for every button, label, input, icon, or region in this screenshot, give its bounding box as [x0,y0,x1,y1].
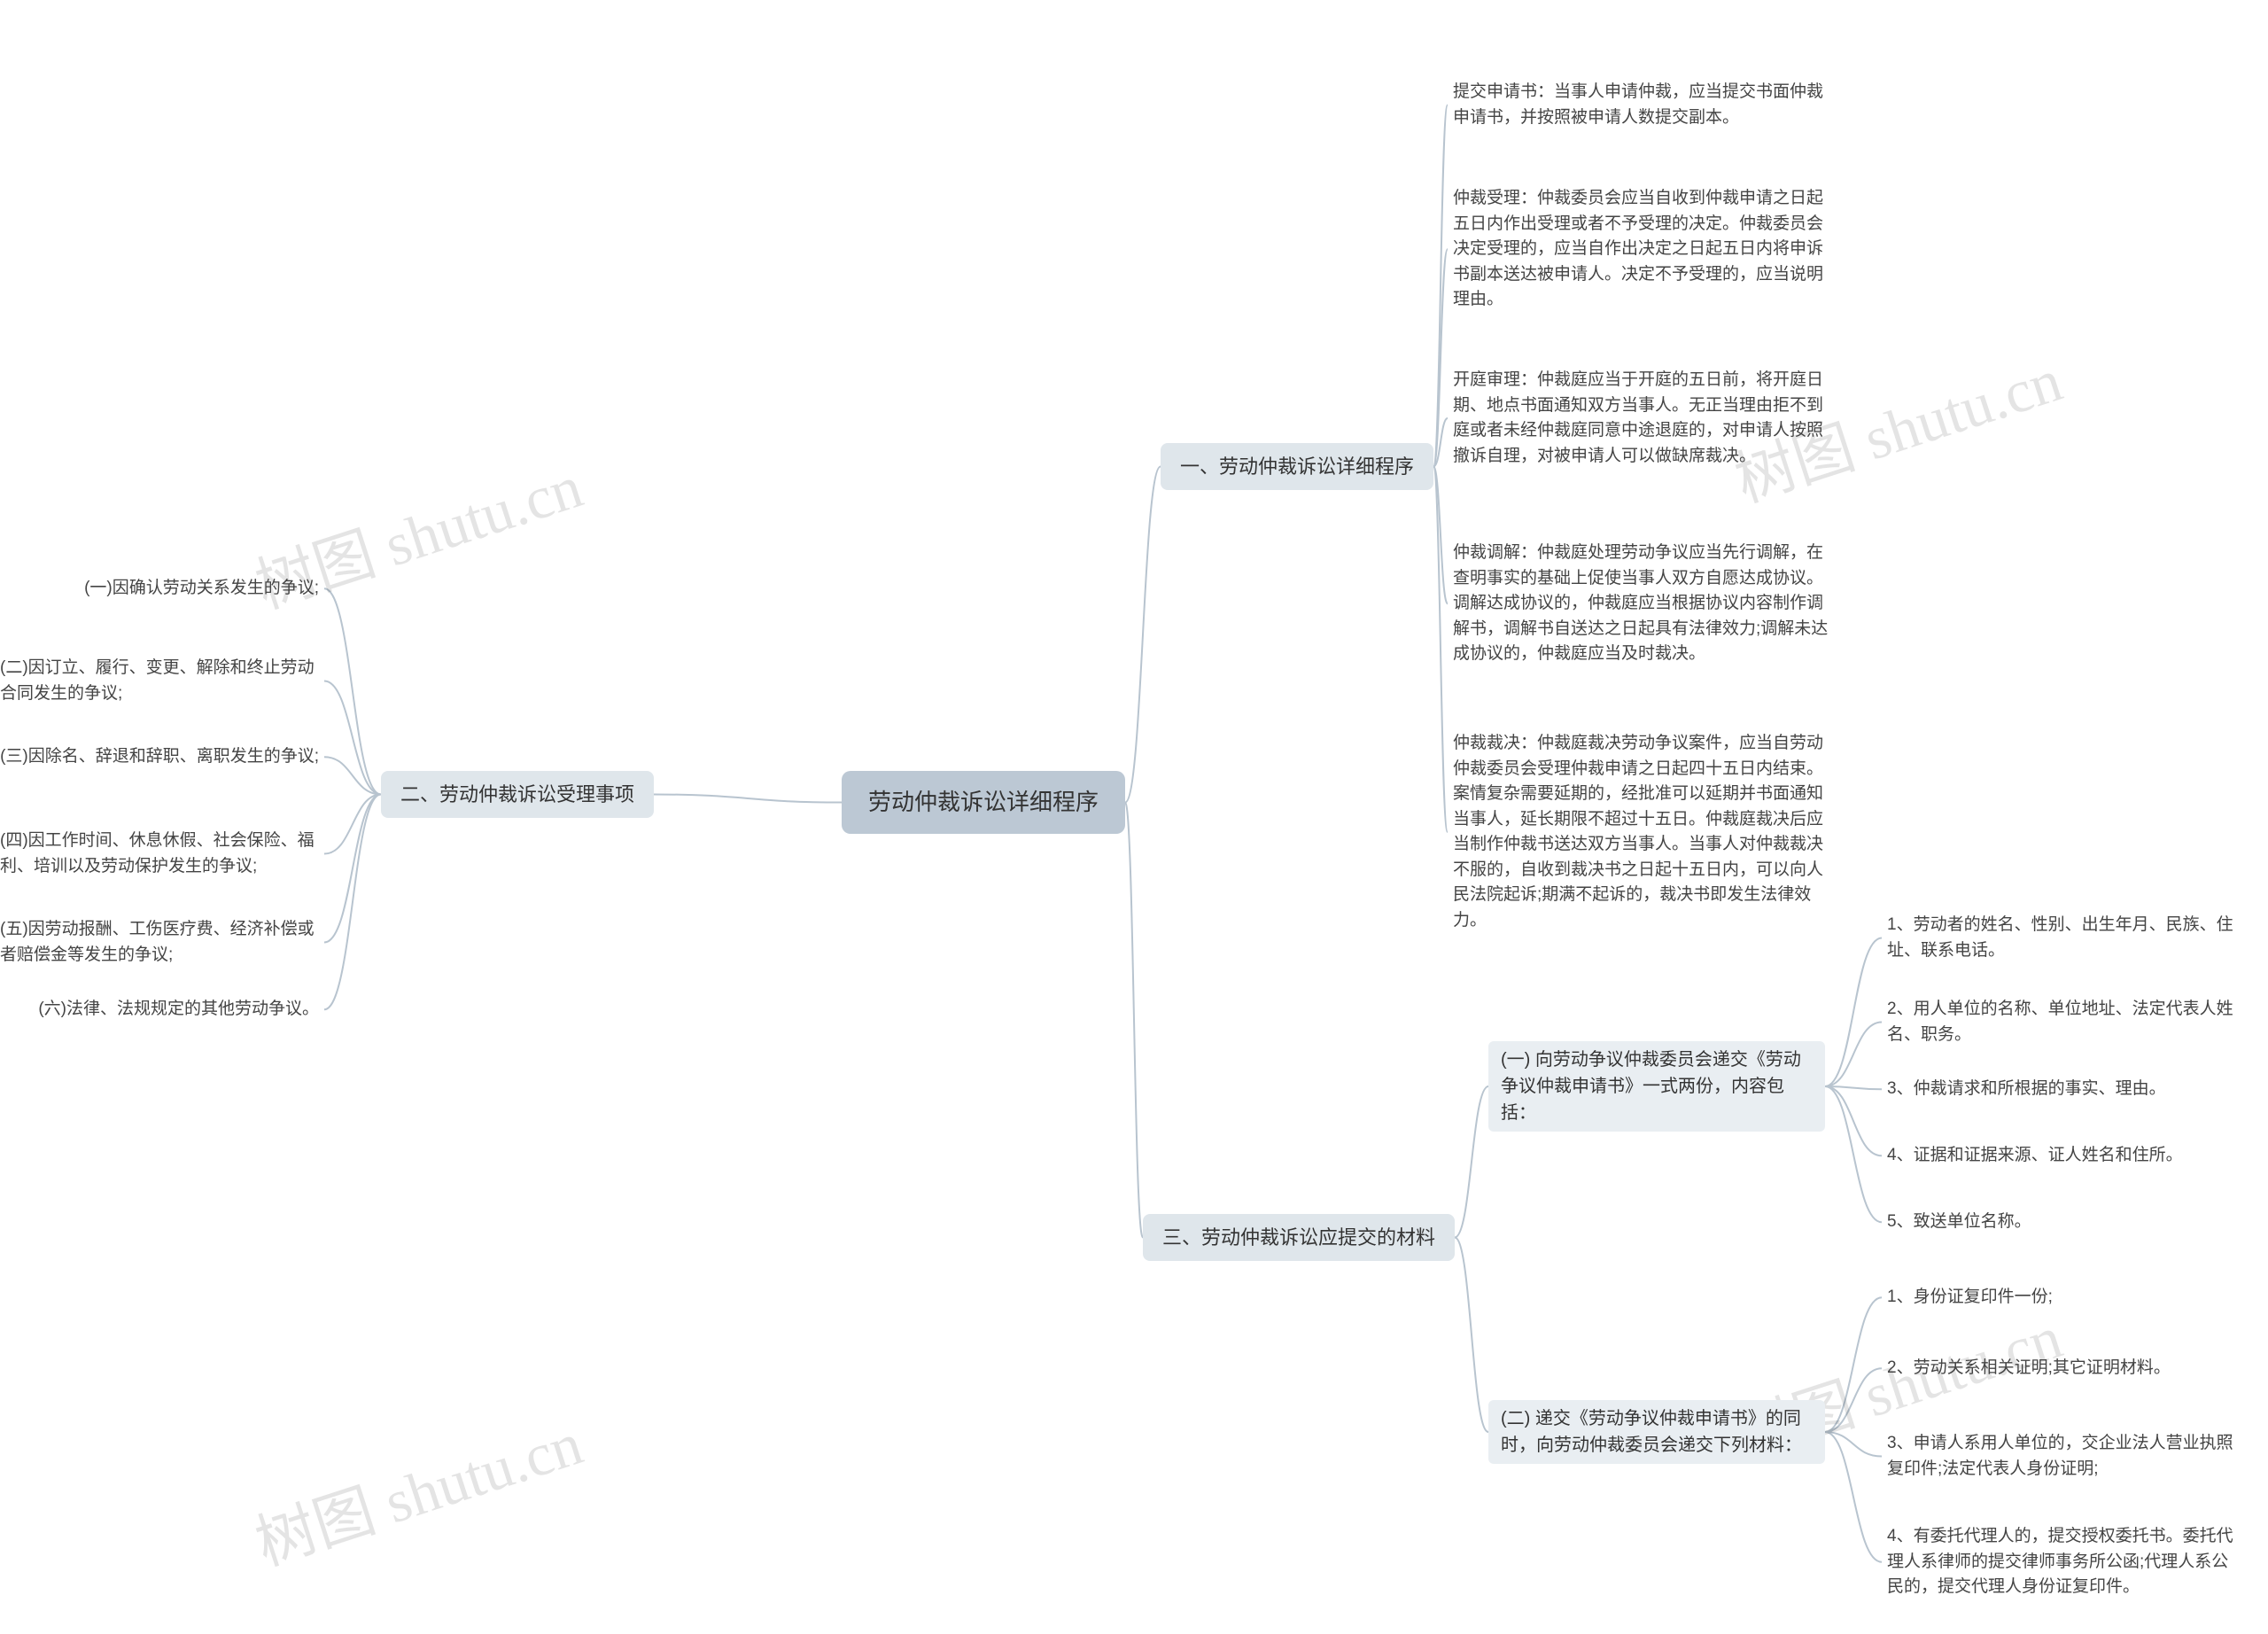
leaf-3-2-3[interactable]: 3、申请人系用人单位的，交企业法人营业执照复印件;法定代表人身份证明; [1887,1431,2241,1482]
branch-3[interactable]: 三、劳动仲裁诉讼应提交的材料 [1143,1214,1455,1261]
leaf-2-1[interactable]: (一)因确认劳动关系发生的争议; [84,576,319,602]
leaf-1-5[interactable]: 仲裁裁决：仲裁庭裁决劳动争议案件，应当自劳动仲裁委员会受理仲裁申请之日起四十五日… [1453,731,1834,933]
leaf-3-1-1[interactable]: 1、劳动者的姓名、性别、出生年月、民族、住址、联系电话。 [1887,913,2241,963]
branch-2[interactable]: 二、劳动仲裁诉讼受理事项 [381,771,654,818]
leaf-3-2-1[interactable]: 1、身份证复印件一份; [1887,1285,2053,1311]
branch-1[interactable]: 一、劳动仲裁诉讼详细程序 [1161,443,1433,490]
leaf-2-6[interactable]: (六)法律、法规规定的其他劳动争议。 [38,997,319,1023]
leaf-1-2[interactable]: 仲裁受理：仲裁委员会应当自收到仲裁申请之日起五日内作出受理或者不予受理的决定。仲… [1453,186,1834,313]
leaf-3-1-3[interactable]: 3、仲裁请求和所根据的事实、理由。 [1887,1077,2166,1102]
leaf-3-1-2[interactable]: 2、用人单位的名称、单位地址、法定代表人姓名、职务。 [1887,997,2241,1047]
leaf-3-2-4[interactable]: 4、有委托代理人的，提交授权委托书。委托代理人系律师的提交律师事务所公函;代理人… [1887,1524,2241,1600]
center-node[interactable]: 劳动仲裁诉讼详细程序 [842,771,1125,834]
leaf-2-2[interactable]: (二)因订立、履行、变更、解除和终止劳动合同发生的争议; [0,656,319,706]
sub-3-2[interactable]: (二) 递交《劳动争议仲裁申请书》的同时，向劳动仲裁委员会递交下列材料： [1488,1400,1825,1464]
leaf-3-1-4[interactable]: 4、证据和证据来源、证人姓名和住所。 [1887,1143,2183,1169]
leaf-1-1[interactable]: 提交申请书：当事人申请仲裁，应当提交书面仲裁申请书，并按照被申请人数提交副本。 [1453,80,1834,130]
leaf-2-5[interactable]: (五)因劳动报酬、工伤医疗费、经济补偿或者赔偿金等发生的争议; [0,917,319,968]
mindmap-canvas: 树图 shutu.cn 树图 shutu.cn 树图 shutu.cn 树图 s… [0,0,2268,1634]
sub-3-1[interactable]: (一) 向劳动争议仲裁委员会递交《劳动争议仲裁申请书》一式两份，内容包括： [1488,1041,1825,1132]
leaf-3-2-2[interactable]: 2、劳动关系相关证明;其它证明材料。 [1887,1356,2171,1381]
leaf-2-3[interactable]: (三)因除名、辞退和辞职、离职发生的争议; [0,744,319,770]
leaf-3-1-5[interactable]: 5、致送单位名称。 [1887,1210,2031,1235]
edge-layer [0,0,2268,1634]
leaf-1-4[interactable]: 仲裁调解：仲裁庭处理劳动争议应当先行调解，在查明事实的基础上促使当事人双方自愿达… [1453,541,1834,667]
leaf-2-4[interactable]: (四)因工作时间、休息休假、社会保险、福利、培训以及劳动保护发生的争议; [0,829,319,879]
leaf-1-3[interactable]: 开庭审理：仲裁庭应当于开庭的五日前，将开庭日期、地点书面通知双方当事人。无正当理… [1453,368,1834,469]
